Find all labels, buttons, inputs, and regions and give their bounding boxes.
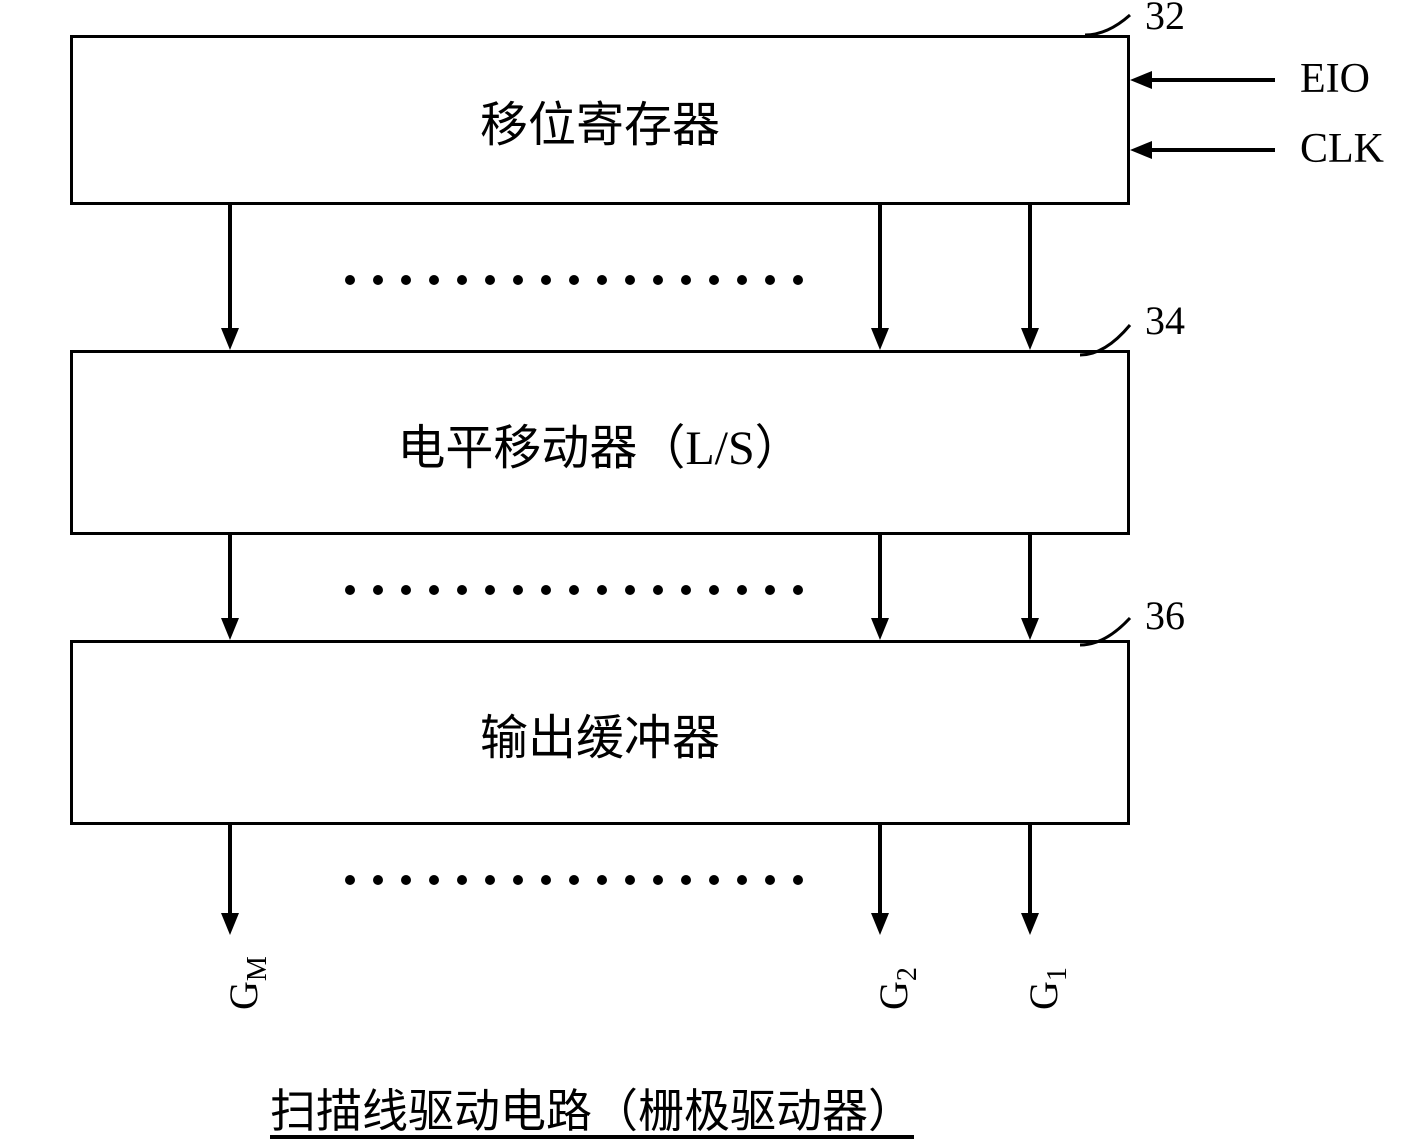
arrows-svg <box>0 0 1402 1141</box>
diagram-canvas: 移位寄存器 32 电平移动器（L/S） 34 输出缓冲器 36 EIO CLK … <box>0 0 1402 1141</box>
